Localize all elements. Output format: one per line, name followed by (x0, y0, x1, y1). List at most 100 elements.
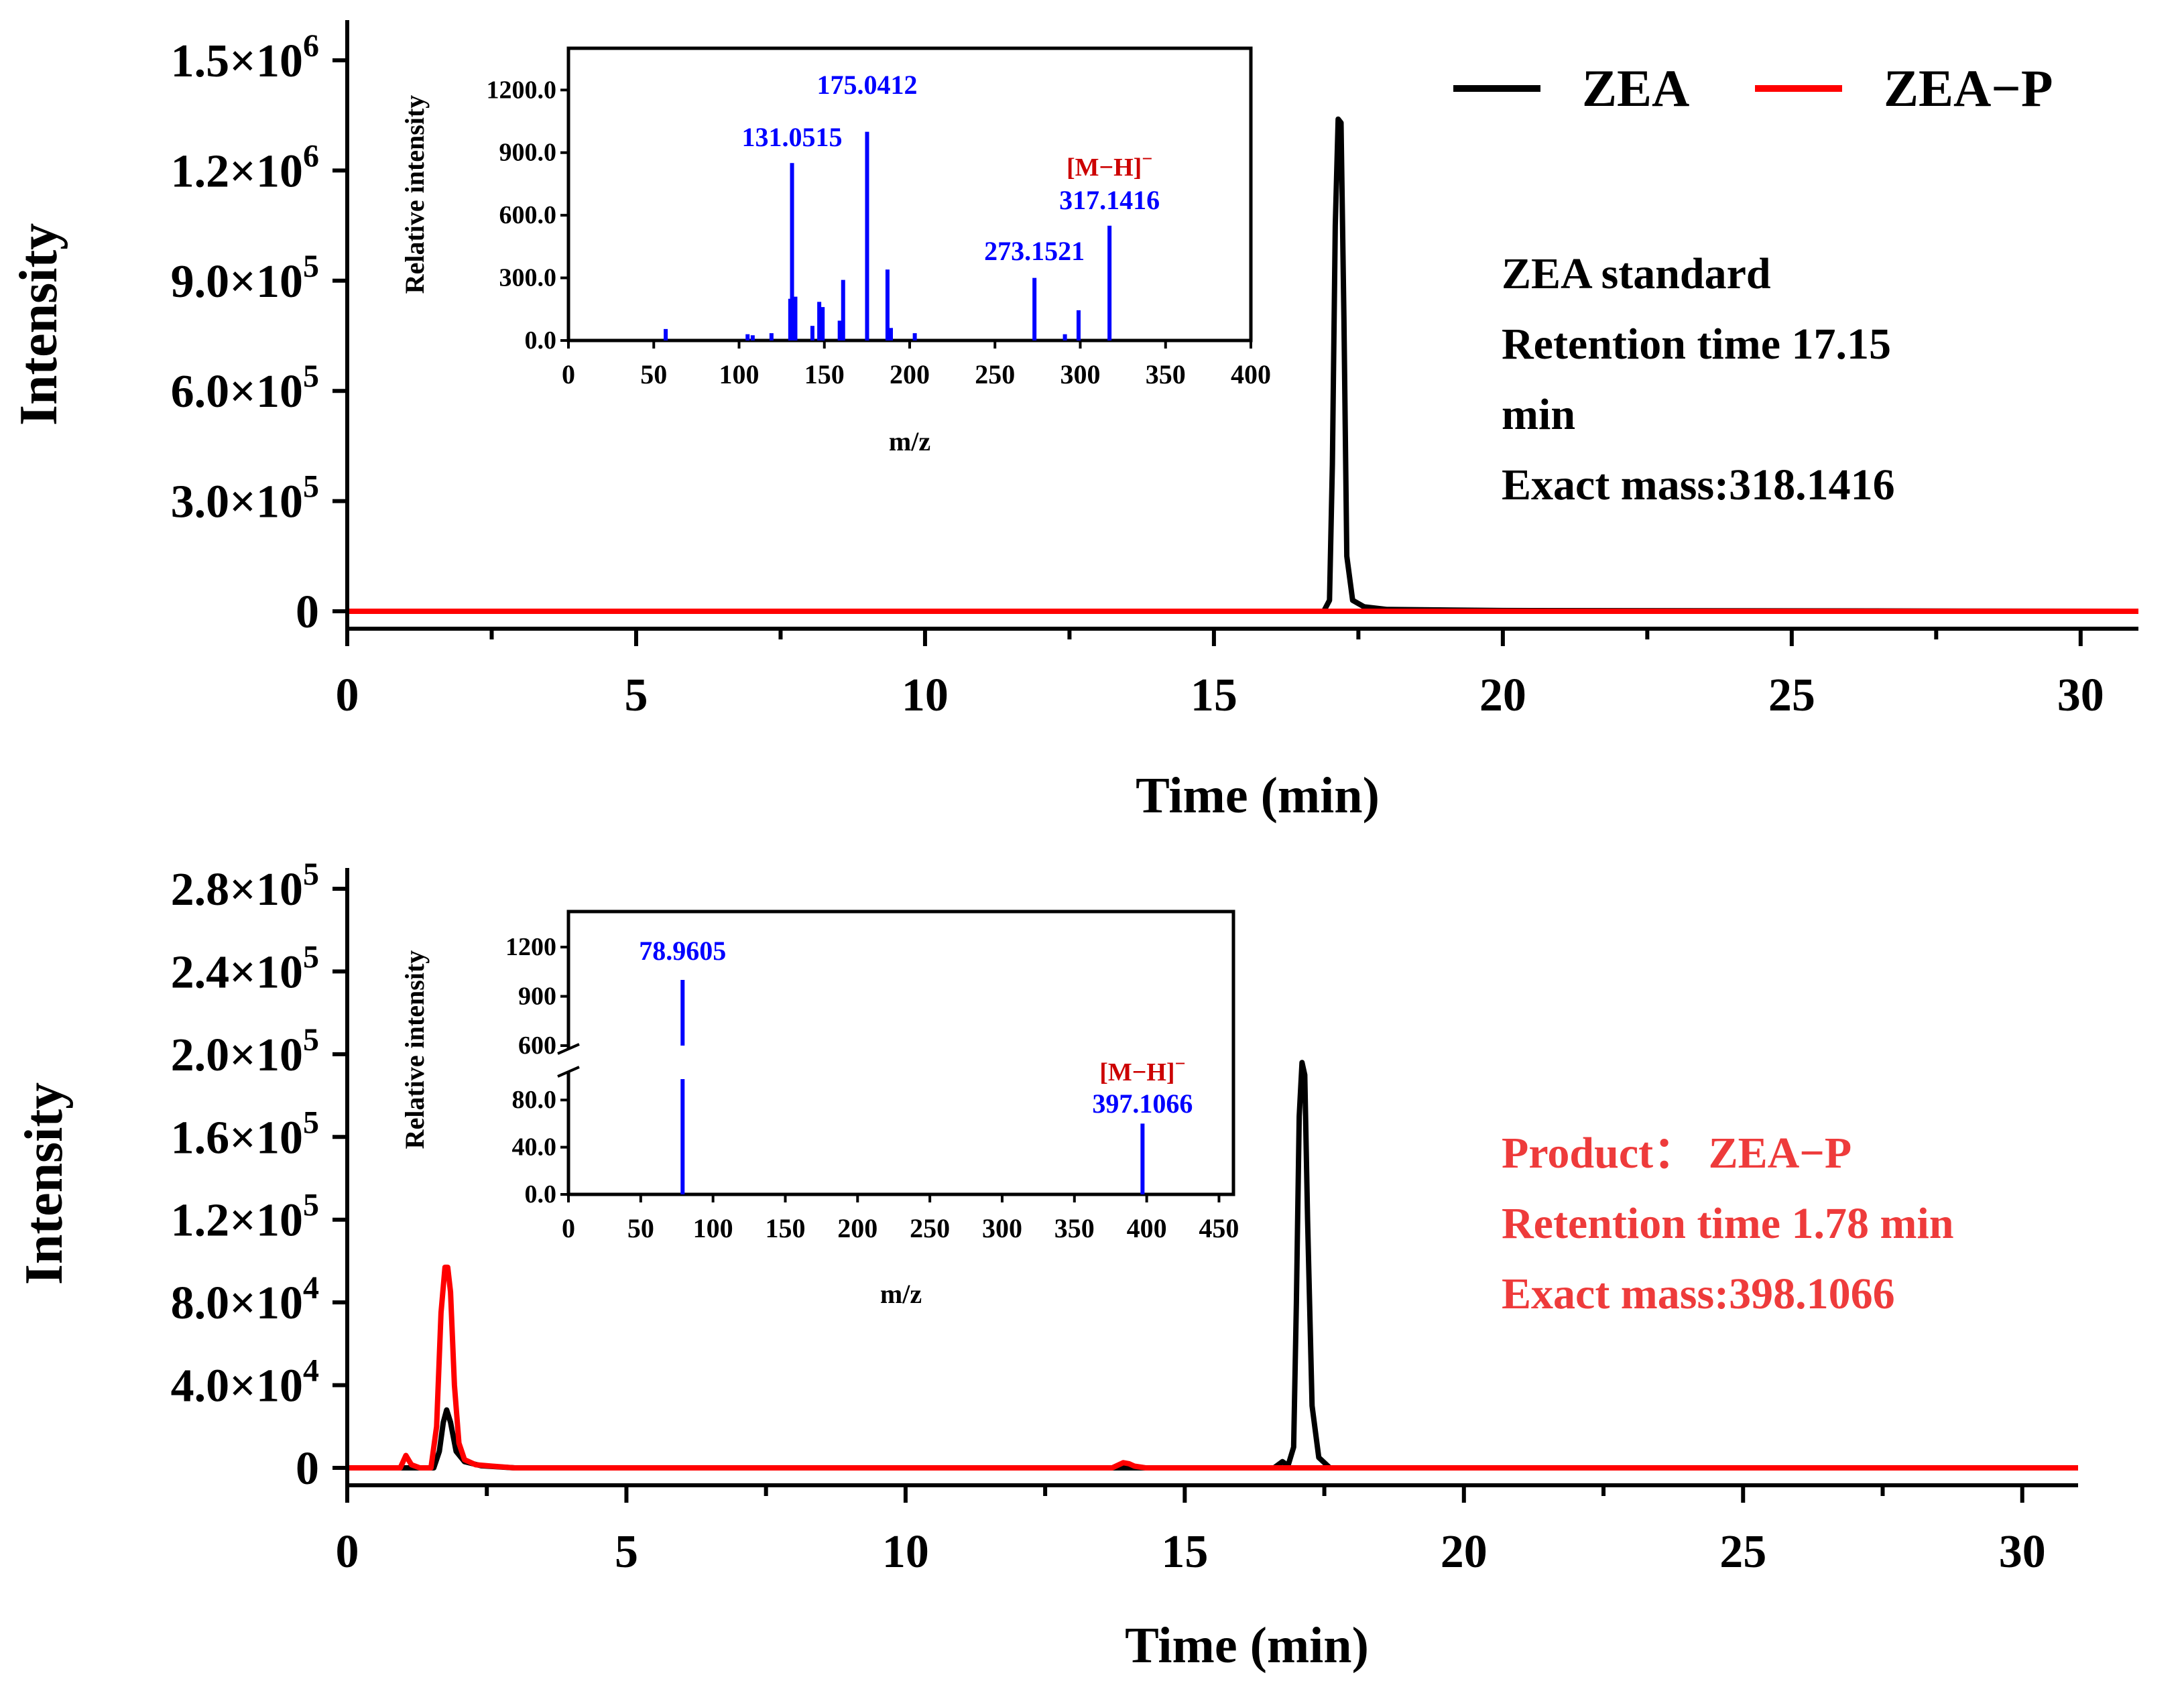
x-tick-label: 15 (1161, 1526, 1208, 1578)
ion-label: [M−H]− (1067, 149, 1152, 182)
annotation-line: Product： ZEA−P (1502, 1129, 1852, 1178)
y-tick-label: 900 (518, 983, 556, 1011)
x-tick-label: 5 (624, 670, 648, 721)
peak-label: 131.0515 (742, 122, 843, 152)
peak-labels: 131.0515 175.0412 273.1521 317.1416[M−H]− (742, 70, 1160, 266)
x-tick-label: 30 (1999, 1526, 2046, 1578)
ion-label: [M−H]− (1099, 1054, 1185, 1086)
y-tick-label: 80.0 (512, 1086, 557, 1114)
y-tick-label: 1200.0 (487, 76, 557, 104)
y-axis-label: Intensity (9, 223, 68, 426)
y-tick-label: 1200 (505, 933, 556, 961)
y-tick-label: 300.0 (499, 264, 557, 292)
y-axis-label: Relative intensity (400, 95, 430, 294)
y-tick-label: 0 (296, 586, 319, 638)
x-tick-label: 0 (562, 1213, 575, 1243)
x-tick-label: 25 (1719, 1526, 1766, 1578)
y-axis-label: Relative intensity (400, 950, 430, 1149)
peaks-group (680, 980, 1145, 1194)
y-tick-label: 4.0×104 (171, 1353, 319, 1412)
x-ticks: 0 50 100 150 200 250 300 350 400 (562, 340, 1271, 389)
x-tick-label: 15 (1191, 670, 1237, 721)
axis-break-gap (562, 1050, 575, 1072)
x-tick-label: 10 (882, 1526, 929, 1578)
x-tick-label: 300 (1060, 359, 1101, 389)
x-axis-label: Time (min) (1136, 767, 1380, 824)
x-tick-label: 200 (890, 359, 930, 389)
y-ticks: 0 4.0×104 8.0×104 1.2×105 1.6×105 2.0×105 2.4×… (171, 857, 347, 1495)
series-group (347, 116, 2139, 614)
x-tick-label: 200 (837, 1213, 877, 1243)
x-tick-label: 350 (1054, 1213, 1095, 1243)
x-tick-label: 250 (975, 359, 1015, 389)
x-tick-label: 250 (910, 1213, 950, 1243)
chromatogram-bottom: 0 4.0×104 8.0×104 1.2×105 1.6×105 2.0×105 2.4×… (15, 857, 2078, 1674)
x-tick-label: 5 (615, 1526, 638, 1578)
y-tick-label: 1.6×105 (171, 1105, 319, 1164)
annotation-line: ZEA standard (1502, 249, 1771, 298)
peak-label: 397.1066 (1092, 1088, 1193, 1119)
peaks-group (664, 131, 1112, 340)
y-tick-label: 40.0 (512, 1133, 557, 1162)
x-tick-label: 150 (765, 1213, 805, 1243)
y-tick-label: 9.0×105 (171, 249, 319, 308)
x-axis-label: m/z (889, 426, 930, 456)
y-tick-label: 3.0×105 (171, 469, 319, 528)
y-tick-label: 2.8×105 (171, 857, 319, 916)
x-tick-label: 450 (1199, 1213, 1239, 1243)
peak-labels: 78.9605 397.1066[M−H]− (639, 936, 1193, 1119)
y-tick-label: 600 (518, 1032, 556, 1060)
top-annotation: ZEA standard Retention time 17.15 min Ex… (1502, 249, 1895, 509)
peak-label: 78.9605 (639, 936, 726, 966)
peak-label: 175.0412 (816, 70, 917, 100)
y-ticks: 0.0 300.0 600.0 900.0 1200.0 (487, 76, 568, 355)
x-tick-label: 20 (1441, 1526, 1488, 1578)
axis-break-mark (557, 1043, 580, 1078)
y-tick-label: 2.4×105 (171, 939, 319, 998)
y-tick-label: 8.0×104 (171, 1270, 319, 1329)
annotation-line: Retention time 1.78 min (1502, 1199, 1954, 1248)
y-tick-label: 6.0×105 (171, 359, 319, 418)
y-tick-label: 1.2×106 (171, 138, 319, 197)
inset-frame (566, 910, 1235, 1196)
legend-label-zea: ZEA (1582, 59, 1689, 117)
y-tick-label: 900.0 (499, 139, 557, 167)
x-ticks: 0 50 100 150 200 250 300 350 400 450 (562, 1194, 1239, 1243)
x-tick-label: 30 (2057, 670, 2104, 721)
x-tick-label: 350 (1146, 359, 1186, 389)
y-tick-label: 0 (296, 1443, 319, 1495)
annotation-line: Exact mass:398.1066 (1502, 1269, 1895, 1318)
series-line-zea-p (347, 1264, 2078, 1471)
spectrum-top-inset: 0.0 300.0 600.0 900.0 1200.0 0 50 100 150 200 250… (400, 46, 1271, 456)
y-tick-label: 0.0 (525, 1180, 557, 1208)
x-tick-label: 400 (1127, 1213, 1167, 1243)
y-tick-label: 1.2×105 (171, 1188, 319, 1247)
x-tick-label: 10 (902, 670, 949, 721)
series-group (347, 1060, 2078, 1471)
y-ticks: 0 3.0×105 6.0×105 9.0×105 1.2×106 1.5×106 (171, 28, 347, 638)
x-ticks: 0 5 10 15 20 25 30 (336, 629, 2104, 721)
x-tick-label: 100 (719, 359, 760, 389)
y-tick-label: 1.5×106 (171, 28, 319, 87)
x-tick-label: 400 (1231, 359, 1271, 389)
spectrum-bottom-inset: 0.0 40.0 80.0 600 900 1200 0 50 100 150 200 250 300… (400, 910, 1239, 1309)
x-tick-label: 100 (693, 1213, 733, 1243)
x-tick-label: 150 (804, 359, 845, 389)
peak-label: 273.1521 (984, 236, 1085, 266)
legend: ZEA ZEA−P (1453, 59, 2053, 117)
annotation-line: Retention time 17.15 (1502, 320, 1891, 369)
x-ticks: 0 5 10 15 20 25 30 (336, 1485, 2046, 1578)
axis-break-slash (557, 1066, 580, 1078)
inset-frame (566, 46, 1253, 343)
axis-break-slash (557, 1043, 580, 1055)
annotation-line: min (1502, 390, 1575, 439)
x-axis-label: m/z (880, 1279, 922, 1309)
x-tick-label: 0 (336, 1526, 359, 1578)
bottom-annotation: Product： ZEA−P Retention time 1.78 min E… (1502, 1129, 1954, 1318)
y-axis-label: Intensity (15, 1082, 74, 1285)
x-tick-label: 0 (336, 670, 359, 721)
x-tick-label: 0 (562, 359, 575, 389)
peak-label: 317.1416 (1059, 185, 1160, 215)
x-tick-label: 50 (640, 359, 667, 389)
